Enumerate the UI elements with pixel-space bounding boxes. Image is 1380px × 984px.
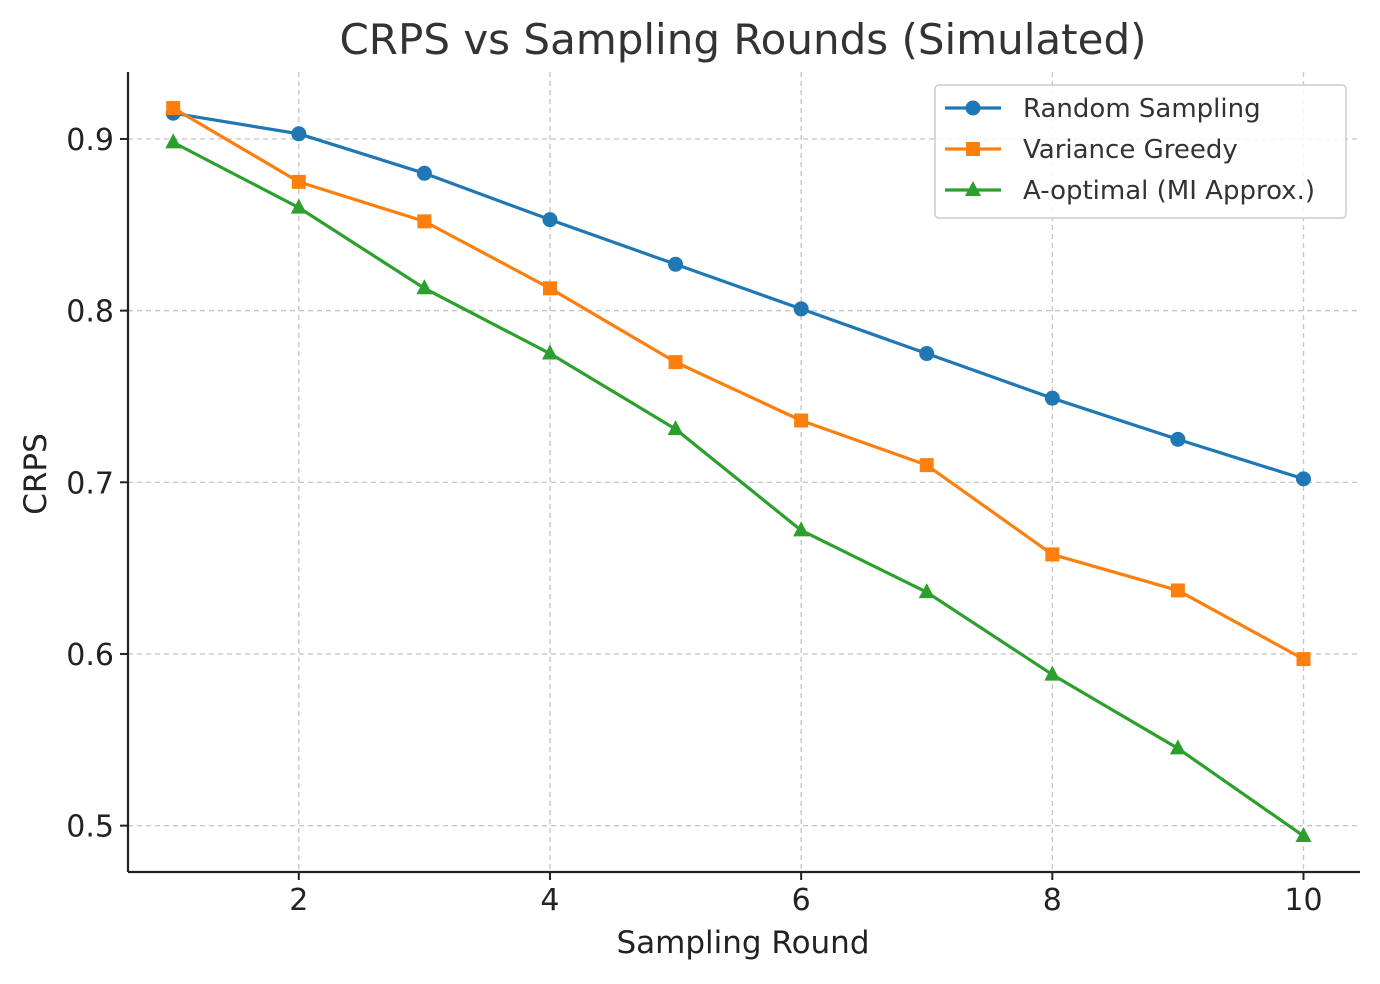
- y-tick-label: 0.6: [66, 638, 114, 673]
- axes: [126, 72, 1360, 874]
- square-marker: [1296, 652, 1311, 667]
- triangle-marker: [290, 198, 307, 214]
- triangle-marker: [667, 420, 684, 436]
- legend-circle-marker: [965, 100, 981, 116]
- square-marker: [291, 174, 306, 189]
- legend-label: Variance Greedy: [1023, 135, 1238, 165]
- triangle-marker: [1169, 739, 1186, 755]
- x-tick-label: 4: [540, 883, 559, 918]
- circle-marker: [668, 256, 684, 272]
- chart-title: CRPS vs Sampling Rounds (Simulated): [339, 15, 1146, 64]
- y-axis-ticks: 0.5 0.6 0.7 0.8 0.9: [66, 123, 128, 845]
- circle-marker: [291, 126, 307, 142]
- circle-marker: [1295, 471, 1311, 487]
- circle-marker: [793, 301, 809, 317]
- square-marker: [1045, 547, 1060, 562]
- legend-item: Random Sampling: [945, 94, 1261, 124]
- legend-label: Random Sampling: [1023, 94, 1261, 124]
- series-0: [165, 105, 1311, 487]
- triangle-marker: [541, 344, 558, 360]
- square-marker: [668, 355, 683, 370]
- circle-marker: [1044, 390, 1060, 406]
- circle-marker: [416, 165, 432, 181]
- series-2: [165, 133, 1312, 842]
- circle-marker: [542, 212, 558, 228]
- series-line: [172, 111, 1304, 481]
- x-tick-label: 8: [1043, 883, 1062, 918]
- y-tick-label: 0.5: [66, 810, 114, 845]
- series-line: [172, 140, 1305, 838]
- triangle-marker: [1295, 826, 1312, 842]
- legend-item: A-optimal (MI Approx.): [945, 176, 1315, 206]
- circle-marker: [919, 346, 935, 362]
- square-marker: [166, 101, 181, 116]
- legend-item: Variance Greedy: [945, 135, 1238, 165]
- legend-box: [934, 84, 1347, 219]
- square-marker: [417, 214, 432, 229]
- series-1: [166, 101, 1311, 667]
- series-line: [172, 106, 1305, 661]
- x-tick-label: 10: [1284, 883, 1322, 918]
- triangle-marker: [165, 133, 182, 149]
- y-tick-label: 0.9: [66, 123, 114, 158]
- data-series: [165, 101, 1312, 842]
- square-marker: [919, 458, 934, 473]
- square-marker: [794, 413, 809, 428]
- y-tick-label: 0.8: [66, 295, 114, 330]
- triangle-marker: [918, 583, 935, 599]
- square-marker: [542, 281, 557, 296]
- y-axis-label: CRPS: [18, 433, 54, 515]
- x-tick-label: 6: [792, 883, 811, 918]
- legend-triangle-marker: [965, 181, 981, 196]
- x-axis-ticks: 2 4 6 8 10: [289, 872, 1323, 918]
- legend-label: A-optimal (MI Approx.): [1023, 176, 1315, 206]
- y-tick-label: 0.7: [66, 466, 114, 501]
- legend: Random Sampling Variance Greedy A-optimal …: [934, 84, 1347, 219]
- x-tick-label: 2: [289, 883, 308, 918]
- legend-square-marker: [966, 142, 980, 156]
- triangle-marker: [793, 521, 810, 537]
- circle-marker: [1170, 431, 1186, 447]
- triangle-marker: [1044, 665, 1061, 681]
- triangle-marker: [416, 279, 433, 295]
- x-axis-label: Sampling Round: [616, 925, 869, 961]
- square-marker: [1170, 583, 1185, 598]
